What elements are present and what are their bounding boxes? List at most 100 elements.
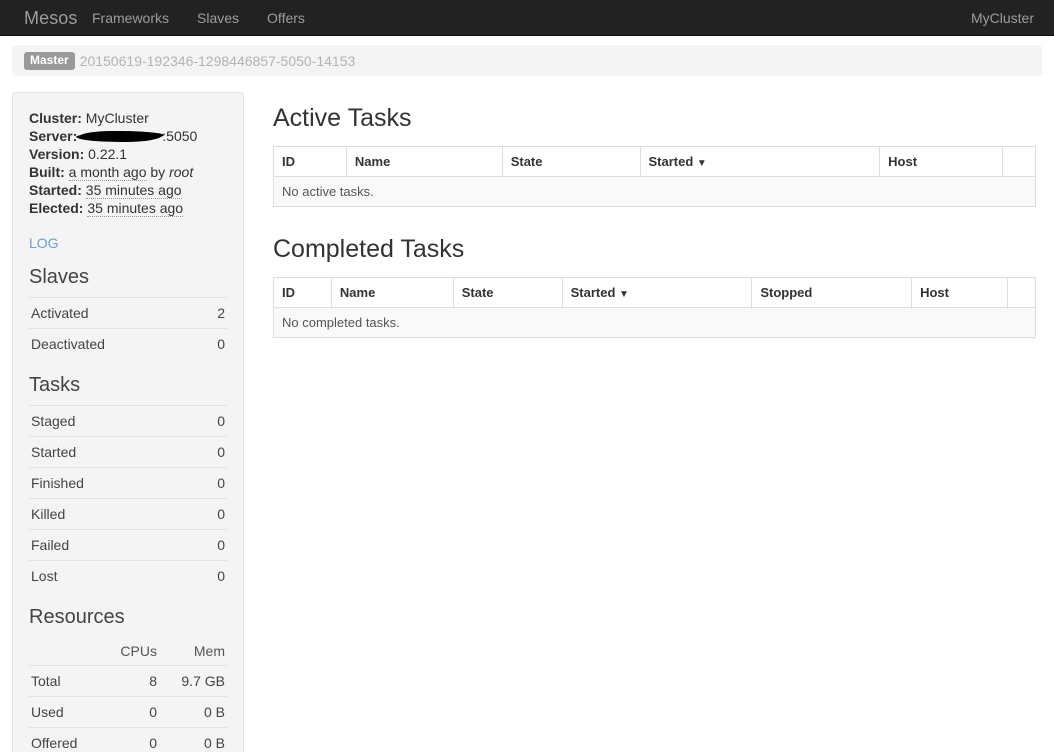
slaves-activated-value: 2 <box>201 298 227 329</box>
nav-link-cluster-name[interactable]: MyCluster <box>957 0 1048 36</box>
active-tasks-table: ID Name State Started ▼ Host No active t… <box>273 146 1036 207</box>
nav-link-slaves[interactable]: Slaves <box>183 0 253 36</box>
completed-col-header-state[interactable]: State <box>453 278 562 308</box>
tasks-started-label: Started <box>29 437 193 468</box>
resources-header-cpus: CPUs <box>101 637 159 666</box>
active-col-header-id[interactable]: ID <box>274 147 347 177</box>
completed-col-header-stopped[interactable]: Stopped <box>752 278 912 308</box>
table-row: Offered 0 0 B <box>29 728 227 752</box>
sort-descending-caret-icon: ▼ <box>619 289 629 300</box>
status-badge-master: Master <box>24 52 75 70</box>
resources-offered-cpus: 0 <box>101 728 159 752</box>
completed-tasks-header-row: ID Name State Started ▼ Stopped Host <box>274 278 1036 308</box>
meta-row-server: Server: :5050 <box>29 127 227 145</box>
master-id-bar: Master 20150619-192346-1298446857-5050-14… <box>12 45 1042 76</box>
navbar-links: Frameworks Slaves Offers <box>78 0 319 36</box>
table-row: Total 8 9.7 GB <box>29 666 227 697</box>
table-row: Deactivated 0 <box>29 329 227 360</box>
meta-row-version: Version: 0.22.1 <box>29 145 227 163</box>
completed-col-header-name[interactable]: Name <box>331 278 453 308</box>
completed-tasks-empty-message: No completed tasks. <box>274 308 1036 338</box>
meta-value-cluster: MyCluster <box>86 110 149 126</box>
section-title-resources: Resources <box>29 605 227 629</box>
tasks-killed-value: 0 <box>193 499 227 530</box>
completed-tasks-table: ID Name State Started ▼ Stopped Host No … <box>273 277 1036 338</box>
resources-total-label: Total <box>29 666 101 697</box>
meta-value-started: 35 minutes ago <box>86 182 182 199</box>
meta-label-built: Built: <box>29 164 65 180</box>
meta-value-server-port: :5050 <box>162 128 197 144</box>
master-id-text: 20150619-192346-1298446857-5050-14153 <box>80 46 356 77</box>
resources-total-mem: 9.7 GB <box>159 666 227 697</box>
active-col-header-state[interactable]: State <box>502 147 640 177</box>
meta-row-cluster: Cluster: MyCluster <box>29 109 227 127</box>
meta-label-started: Started: <box>29 182 82 198</box>
completed-col-header-actions <box>1007 278 1035 308</box>
table-row: Started 0 <box>29 437 227 468</box>
sort-descending-caret-icon: ▼ <box>697 158 707 169</box>
active-tasks-header-row: ID Name State Started ▼ Host <box>274 147 1036 177</box>
log-link[interactable]: LOG <box>29 235 227 251</box>
slaves-activated-label: Activated <box>29 298 201 329</box>
active-col-header-actions <box>1003 147 1036 177</box>
meta-label-version: Version: <box>29 146 84 162</box>
active-col-header-started-label: Started <box>649 154 694 169</box>
tasks-finished-value: 0 <box>193 468 227 499</box>
completed-col-header-started-label: Started <box>571 285 616 300</box>
table-row: Failed 0 <box>29 530 227 561</box>
slaves-stats-table: Activated 2 Deactivated 0 <box>29 297 227 359</box>
resources-header-row: CPUs Mem <box>29 637 227 666</box>
nav-link-frameworks[interactable]: Frameworks <box>78 0 183 36</box>
tasks-started-value: 0 <box>193 437 227 468</box>
tasks-killed-label: Killed <box>29 499 193 530</box>
table-row: Used 0 0 B <box>29 697 227 728</box>
meta-row-started: Started: 35 minutes ago <box>29 181 227 199</box>
completed-col-header-started[interactable]: Started ▼ <box>562 278 752 308</box>
meta-built-by-word: by <box>150 164 165 180</box>
cluster-meta-list: Cluster: MyCluster Server: :5050 Version:… <box>29 109 227 217</box>
completed-col-header-host[interactable]: Host <box>912 278 1008 308</box>
meta-row-elected: Elected: 35 minutes ago <box>29 199 227 217</box>
resources-stats-table: CPUs Mem Total 8 9.7 GB Used 0 0 B Offer… <box>29 637 227 752</box>
nav-link-offers[interactable]: Offers <box>253 0 319 36</box>
meta-row-built: Built: a month ago by root <box>29 163 227 181</box>
top-navbar: Mesos Frameworks Slaves Offers MyCluster <box>0 0 1054 36</box>
table-row: Finished 0 <box>29 468 227 499</box>
completed-col-header-id[interactable]: ID <box>274 278 332 308</box>
active-col-header-started[interactable]: Started ▼ <box>640 147 880 177</box>
tasks-stats-table: Staged 0 Started 0 Finished 0 Killed 0 F… <box>29 405 227 591</box>
resources-total-cpus: 8 <box>101 666 159 697</box>
resources-header-blank <box>29 637 101 666</box>
active-tasks-empty-message: No active tasks. <box>274 177 1036 207</box>
table-row: Killed 0 <box>29 499 227 530</box>
tasks-finished-label: Finished <box>29 468 193 499</box>
table-row: No completed tasks. <box>274 308 1036 338</box>
meta-label-server: Server: <box>29 128 77 144</box>
meta-value-built-relative: a month ago <box>69 164 147 181</box>
table-row: Activated 2 <box>29 298 227 329</box>
meta-label-cluster: Cluster: <box>29 110 82 126</box>
resources-offered-mem: 0 B <box>159 728 227 752</box>
slaves-deactivated-value: 0 <box>201 329 227 360</box>
master-id-bar-inner: Master 20150619-192346-1298446857-5050-14… <box>24 45 355 76</box>
main-content: Active Tasks ID Name State Started ▼ Hos… <box>273 92 1042 366</box>
tasks-staged-value: 0 <box>193 406 227 437</box>
resources-used-cpus: 0 <box>101 697 159 728</box>
resources-used-mem: 0 B <box>159 697 227 728</box>
page-title-active-tasks: Active Tasks <box>273 104 1042 132</box>
tasks-lost-label: Lost <box>29 561 193 592</box>
active-col-header-name[interactable]: Name <box>346 147 502 177</box>
meta-value-version: 0.22.1 <box>88 146 127 162</box>
resources-header-mem: Mem <box>159 637 227 666</box>
page-title-completed-tasks: Completed Tasks <box>273 235 1042 263</box>
resources-offered-label: Offered <box>29 728 101 752</box>
active-col-header-host[interactable]: Host <box>880 147 1003 177</box>
meta-value-elected: 35 minutes ago <box>87 200 183 217</box>
tasks-failed-label: Failed <box>29 530 193 561</box>
section-title-tasks: Tasks <box>29 373 227 397</box>
tasks-failed-value: 0 <box>193 530 227 561</box>
resources-used-label: Used <box>29 697 101 728</box>
table-row: Lost 0 <box>29 561 227 592</box>
tasks-staged-label: Staged <box>29 406 193 437</box>
table-row: No active tasks. <box>274 177 1036 207</box>
